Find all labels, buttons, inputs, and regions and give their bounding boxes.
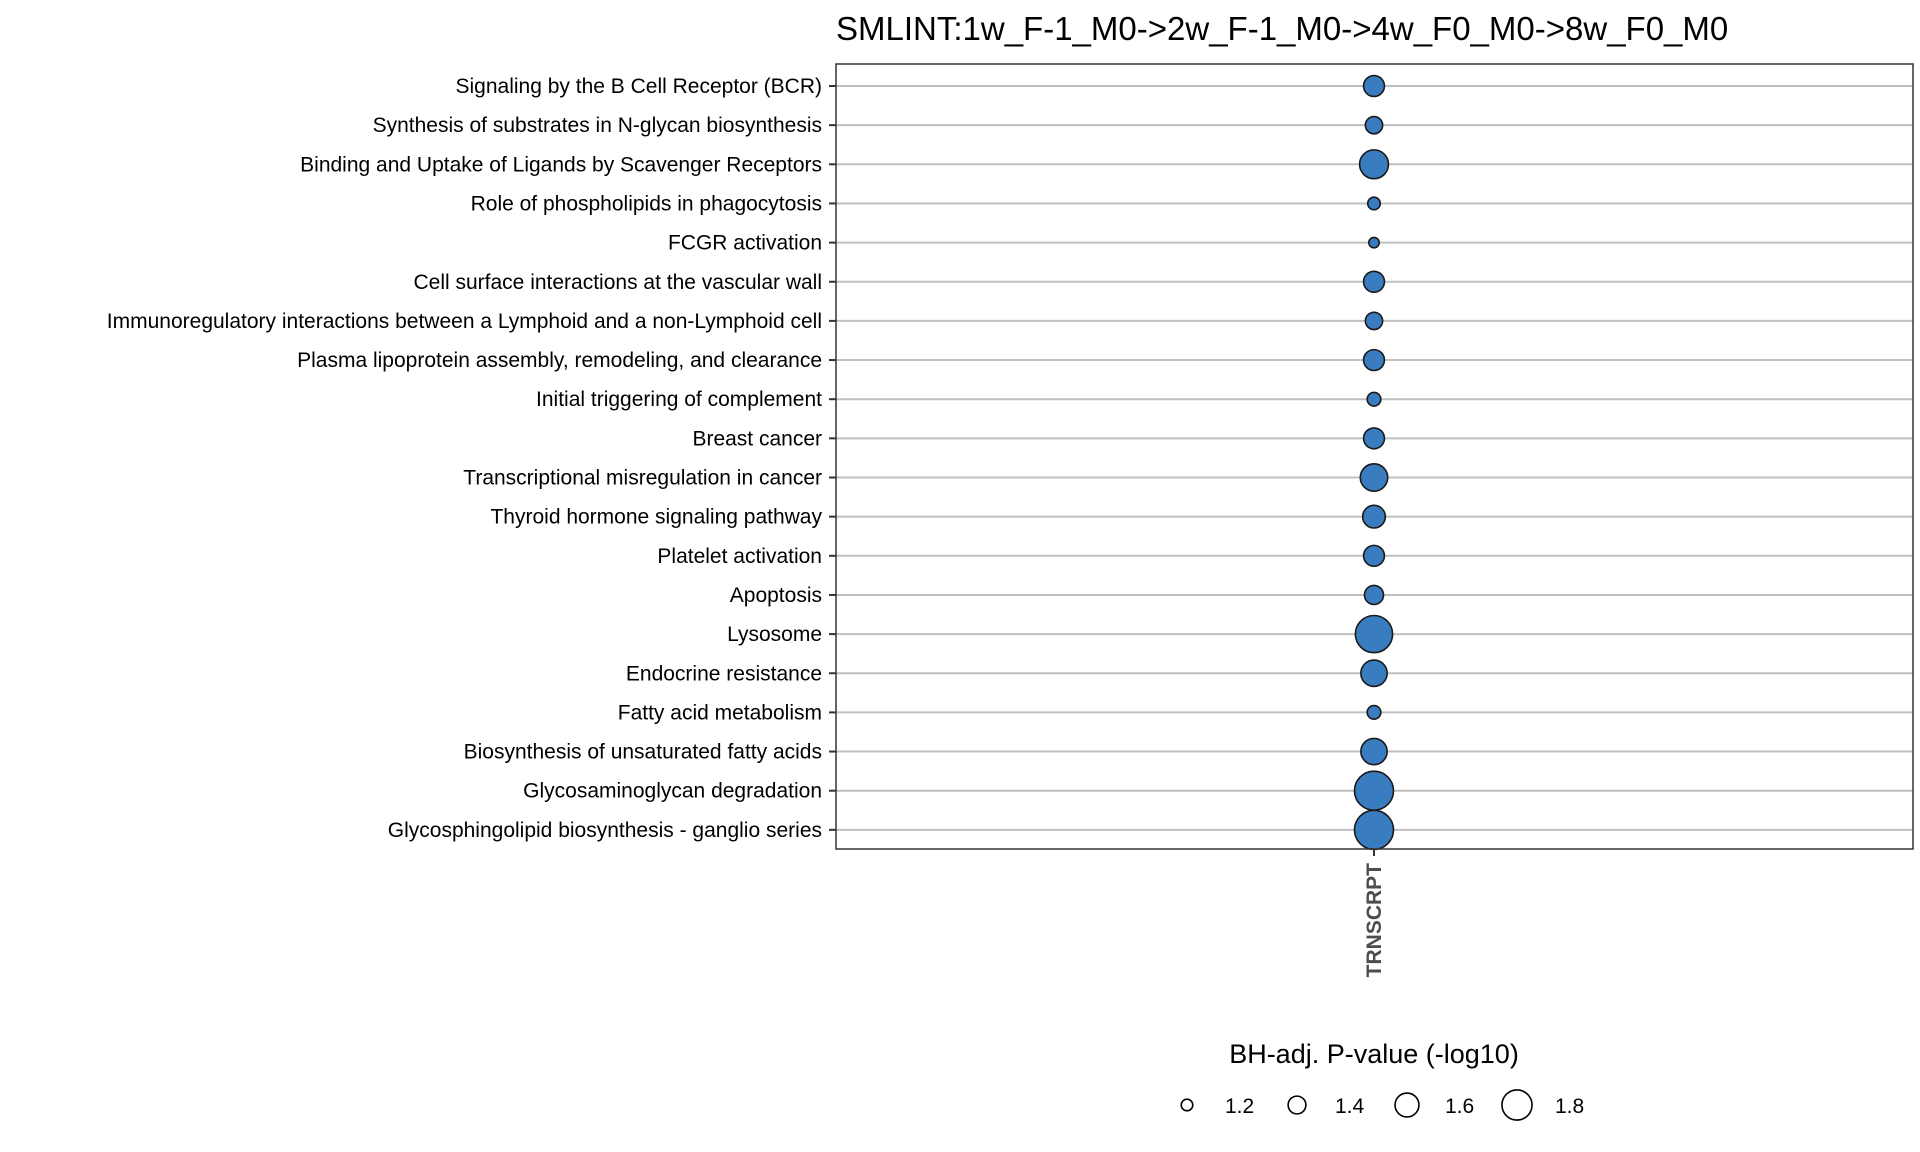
legend-label: 1.4 xyxy=(1335,1095,1365,1118)
row-labels: Signaling by the B Cell Receptor (BCR) Sy… xyxy=(107,75,836,842)
x-tick-label: TRNSCRPT xyxy=(1363,863,1386,978)
size-legend: 1.2 1.4 1.6 1.8 xyxy=(1180,1089,1584,1121)
data-point xyxy=(1358,149,1390,180)
data-point xyxy=(1362,427,1386,450)
legend-key xyxy=(1287,1095,1307,1115)
data-point xyxy=(1364,115,1384,135)
legend-key xyxy=(1394,1092,1420,1118)
data-point xyxy=(1364,311,1384,331)
y-tick-label: Immunoregulatory interactions between a … xyxy=(107,310,822,333)
y-tick-label: Lysosome xyxy=(727,623,822,646)
y-tick-label: Signaling by the B Cell Receptor (BCR) xyxy=(456,75,823,98)
points xyxy=(1353,74,1395,851)
data-point xyxy=(1366,704,1382,721)
data-point xyxy=(1361,504,1387,529)
y-tick-label: Cell surface interactions at the vascula… xyxy=(413,271,822,294)
y-tick-label: Binding and Uptake of Ligands by Scaveng… xyxy=(300,153,822,176)
data-point xyxy=(1362,348,1386,372)
data-point xyxy=(1360,737,1388,766)
data-point xyxy=(1353,809,1395,851)
data-point xyxy=(1362,74,1386,98)
data-point xyxy=(1359,462,1389,492)
legend-label: 1.6 xyxy=(1445,1095,1474,1118)
data-point xyxy=(1366,391,1382,407)
y-tick-label: Initial triggering of complement xyxy=(536,388,822,411)
data-point xyxy=(1362,270,1386,293)
y-tick-label: Apoptosis xyxy=(730,584,822,607)
legend-title: BH-adj. P-value (-log10) xyxy=(1229,1039,1519,1069)
data-point xyxy=(1368,236,1380,249)
y-tick-label: Role of phospholipids in phagocytosis xyxy=(471,192,822,215)
legend-key xyxy=(1180,1098,1194,1112)
data-point xyxy=(1353,770,1395,812)
legend-key xyxy=(1501,1089,1533,1121)
y-tick-label: Fatty acid metabolism xyxy=(618,701,822,724)
y-tick-label: Endocrine resistance xyxy=(626,662,822,685)
y-tick-label: Plasma lipoprotein assembly, remodeling,… xyxy=(297,349,822,372)
y-tick-label: Breast cancer xyxy=(692,427,822,450)
data-point xyxy=(1360,659,1388,688)
y-tick-label: Biosynthesis of unsaturated fatty acids xyxy=(464,741,822,764)
column-labels: TRNSCRPT xyxy=(1363,849,1386,977)
y-tick-label: Synthesis of substrates in N-glycan bios… xyxy=(373,114,822,137)
y-tick-label: FCGR activation xyxy=(668,232,822,255)
y-tick-label: Platelet activation xyxy=(657,545,822,568)
legend-label: 1.2 xyxy=(1225,1095,1254,1118)
y-tick-label: Thyroid hormone signaling pathway xyxy=(490,506,822,529)
y-tick-label: Transcriptional misregulation in cancer xyxy=(463,467,822,490)
data-point xyxy=(1362,544,1386,568)
data-point xyxy=(1363,584,1385,606)
y-tick-label: Glycosphingolipid biosynthesis - ganglio… xyxy=(388,819,822,842)
data-point xyxy=(1366,196,1382,211)
data-point xyxy=(1354,614,1394,654)
legend-label: 1.8 xyxy=(1555,1095,1584,1118)
chart-title: SMLINT:1w_F-1_M0->2w_F-1_M0->4w_F0_M0->8… xyxy=(836,10,1728,47)
y-tick-label: Glycosaminoglycan degradation xyxy=(523,780,822,803)
